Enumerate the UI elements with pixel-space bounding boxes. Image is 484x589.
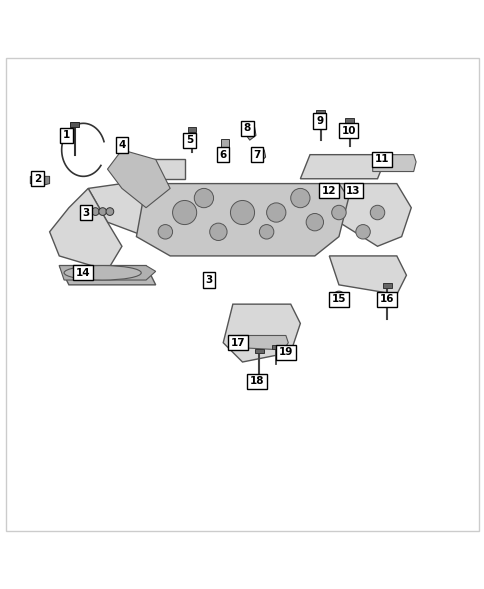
Polygon shape xyxy=(49,188,121,270)
Text: 1: 1 xyxy=(63,130,70,140)
Circle shape xyxy=(230,200,254,224)
Polygon shape xyxy=(59,266,155,285)
Polygon shape xyxy=(223,304,300,362)
Polygon shape xyxy=(329,256,406,294)
Bar xyxy=(187,127,196,131)
Circle shape xyxy=(172,200,197,224)
Polygon shape xyxy=(136,184,348,256)
Circle shape xyxy=(349,184,359,194)
Bar xyxy=(382,283,391,288)
Text: 4: 4 xyxy=(118,140,125,150)
Text: 19: 19 xyxy=(278,348,292,358)
Circle shape xyxy=(99,208,106,216)
Text: 11: 11 xyxy=(374,154,389,164)
Bar xyxy=(345,118,353,123)
Circle shape xyxy=(266,203,285,222)
Bar xyxy=(316,110,324,115)
Polygon shape xyxy=(107,150,170,208)
Text: 6: 6 xyxy=(219,150,227,160)
Circle shape xyxy=(290,188,309,208)
Polygon shape xyxy=(372,155,415,171)
Circle shape xyxy=(106,208,114,216)
Polygon shape xyxy=(59,266,155,280)
Circle shape xyxy=(355,224,369,239)
Circle shape xyxy=(305,213,323,231)
Circle shape xyxy=(331,206,346,220)
Circle shape xyxy=(158,224,172,239)
Text: 7: 7 xyxy=(253,150,260,160)
Polygon shape xyxy=(255,150,265,160)
Polygon shape xyxy=(300,155,386,179)
Text: 18: 18 xyxy=(249,376,264,386)
Circle shape xyxy=(333,291,344,303)
Bar xyxy=(220,139,229,153)
Polygon shape xyxy=(246,127,256,140)
Polygon shape xyxy=(30,176,49,186)
Polygon shape xyxy=(88,184,155,237)
Text: 15: 15 xyxy=(331,294,346,305)
Text: 12: 12 xyxy=(321,186,336,196)
Polygon shape xyxy=(237,336,287,350)
Text: 9: 9 xyxy=(316,116,322,126)
Text: 13: 13 xyxy=(346,186,360,196)
Text: 3: 3 xyxy=(82,207,89,217)
Text: 3: 3 xyxy=(205,275,212,285)
Ellipse shape xyxy=(64,266,141,280)
Text: 10: 10 xyxy=(341,125,355,135)
Circle shape xyxy=(209,223,227,240)
Text: 2: 2 xyxy=(34,174,41,184)
Text: 8: 8 xyxy=(243,123,250,133)
Circle shape xyxy=(207,275,214,283)
Text: 17: 17 xyxy=(230,337,244,348)
Text: 5: 5 xyxy=(185,135,193,145)
Circle shape xyxy=(194,188,213,208)
Circle shape xyxy=(259,224,273,239)
Polygon shape xyxy=(131,160,184,179)
Text: 14: 14 xyxy=(76,268,91,278)
Circle shape xyxy=(369,206,384,220)
Circle shape xyxy=(91,208,99,216)
Bar xyxy=(255,349,263,353)
Polygon shape xyxy=(338,184,410,246)
Bar xyxy=(70,122,79,127)
Text: 16: 16 xyxy=(379,294,393,305)
Bar xyxy=(272,345,279,349)
